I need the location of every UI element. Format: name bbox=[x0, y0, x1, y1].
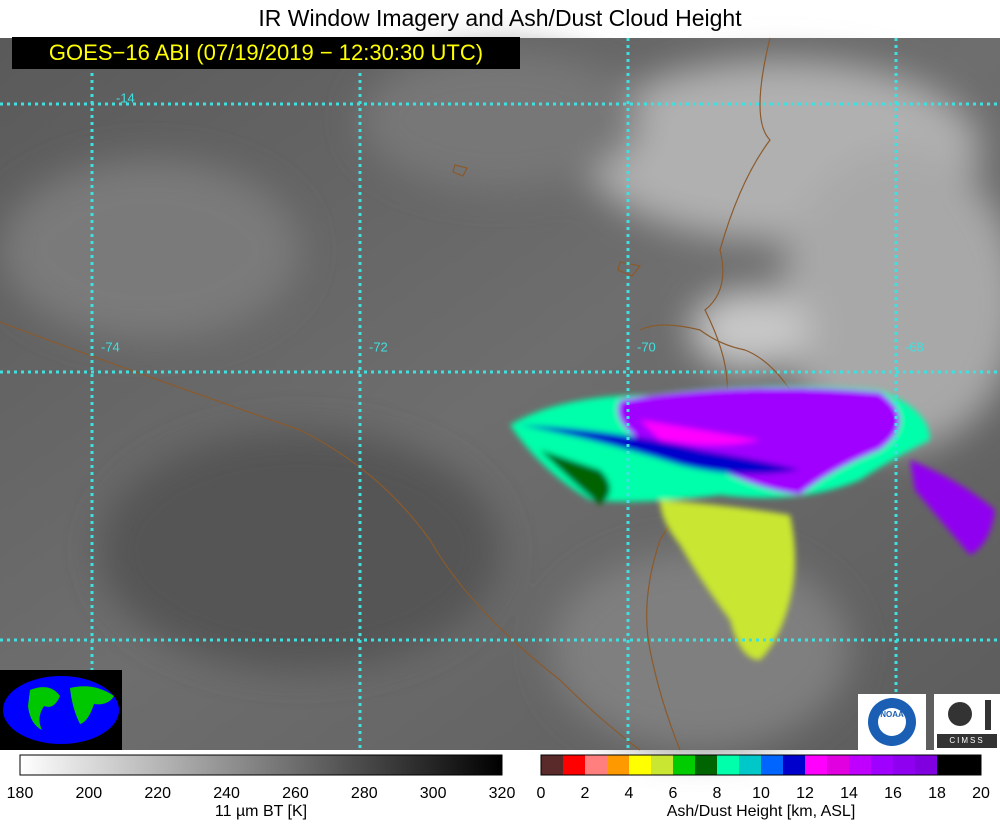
longitude-label: -72 bbox=[369, 339, 388, 354]
colorbar-tick-label: 300 bbox=[420, 785, 447, 802]
colorbar-tick-label: 4 bbox=[625, 785, 634, 802]
longitude-label: -70 bbox=[637, 339, 656, 354]
colorbar-label: 11 µm BT [K] bbox=[215, 803, 307, 820]
colorbar-label: Ash/Dust Height [km, ASL] bbox=[667, 803, 856, 820]
colorbars: 180 200 220 240 260 280 300 320 11 µm BT [K] 0 2 4 6… bbox=[7, 754, 990, 820]
timestamp-box bbox=[12, 37, 520, 69]
colorbar-tick-label: 16 bbox=[884, 785, 902, 802]
colorbar-tick-label: 200 bbox=[76, 785, 103, 802]
longitude-label: -68 bbox=[905, 339, 924, 354]
colorbar-tick-label: 2 bbox=[581, 785, 590, 802]
colorbar-swatch bbox=[871, 755, 894, 775]
noaa-label: NOAA bbox=[880, 710, 904, 719]
graticule-labels: -14 -74 -72 -70 -68 bbox=[101, 90, 924, 354]
latitude-label: -14 bbox=[116, 90, 135, 105]
colorbar-swatch bbox=[717, 755, 740, 775]
colorbar-tick-label: 320 bbox=[489, 785, 516, 802]
colorbar-swatch bbox=[915, 755, 938, 775]
longitude-label: -74 bbox=[101, 339, 120, 354]
colorbar-tick-label: 18 bbox=[928, 785, 946, 802]
colorbar-tick-label: 180 bbox=[7, 785, 34, 802]
colorbar-swatch bbox=[937, 755, 960, 775]
colorbar-tick-label: 260 bbox=[282, 785, 309, 802]
colorbar-swatch bbox=[827, 755, 850, 775]
colorbar-swatch bbox=[563, 755, 586, 775]
colorbar-swatch bbox=[959, 755, 982, 775]
cimss-logo: CIMSS bbox=[934, 694, 1000, 750]
globe-inset bbox=[0, 670, 122, 750]
colorbar-tick-label: 10 bbox=[752, 785, 770, 802]
colorbar-tick-label: 20 bbox=[972, 785, 990, 802]
graticule bbox=[0, 38, 1000, 750]
colorbar-tick-label: 0 bbox=[537, 785, 546, 802]
colorbar-tick-label: 6 bbox=[669, 785, 678, 802]
colorbar-gradient bbox=[19, 754, 503, 776]
colorbar-swatch bbox=[585, 755, 608, 775]
colorbar-swatch bbox=[651, 755, 674, 775]
colorbar-swatch bbox=[761, 755, 784, 775]
clouds bbox=[0, 50, 1000, 750]
map: -14 -74 -72 -70 -68 GOES−16 ABI (07/19/2… bbox=[0, 37, 1000, 751]
cimss-label: CIMSS bbox=[949, 736, 984, 745]
colorbar-tick-label: 12 bbox=[796, 785, 814, 802]
timestamp: GOES−16 ABI (07/19/2019 − 12:30:30 UTC) bbox=[49, 40, 483, 65]
colorbar-tick-label: 8 bbox=[713, 785, 722, 802]
borders bbox=[0, 37, 791, 751]
colorbar-swatch bbox=[849, 755, 872, 775]
colorbar-swatch bbox=[695, 755, 718, 775]
colorbar-tick-label: 220 bbox=[144, 785, 171, 802]
colorbar-frame bbox=[540, 754, 982, 776]
colorbar-tick-label: 14 bbox=[840, 785, 858, 802]
colorbar-swatch bbox=[739, 755, 762, 775]
colorbar-swatch bbox=[893, 755, 916, 775]
colorbar-swatch bbox=[629, 755, 652, 775]
colorbar-swatch bbox=[805, 755, 828, 775]
title: IR Window Imagery and Ash/Dust Cloud Hei… bbox=[258, 5, 742, 31]
ash-plume bbox=[510, 386, 995, 660]
colorbar-tick-label: 280 bbox=[351, 785, 378, 802]
colorbar-tick-label: 240 bbox=[213, 785, 240, 802]
colorbar-swatch bbox=[541, 755, 564, 775]
colorbar-swatch bbox=[673, 755, 696, 775]
colorbar-swatch bbox=[607, 755, 630, 775]
colorbar-swatch bbox=[783, 755, 806, 775]
noaa-logo: NOAA bbox=[858, 694, 926, 750]
